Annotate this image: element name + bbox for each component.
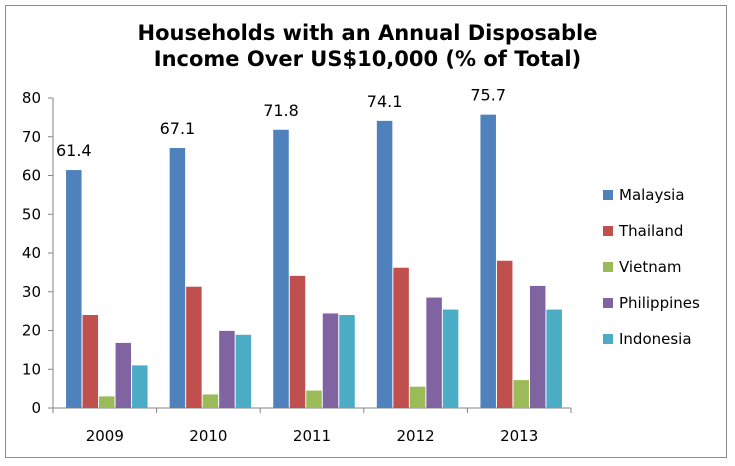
bar-vietnam-2009 — [99, 396, 115, 408]
y-tick-label: 80 — [22, 89, 41, 107]
legend-swatch-vietnam — [603, 262, 613, 272]
data-label-malaysia-2012: 74.1 — [367, 92, 403, 111]
bar-philippines-2013 — [529, 285, 546, 408]
legend-swatch-philippines — [603, 298, 613, 308]
data-label-malaysia-2013: 75.7 — [470, 86, 506, 105]
legend-swatch-malaysia — [603, 190, 613, 200]
bar-thailand-2013 — [496, 260, 513, 408]
bars — [66, 114, 562, 409]
legend-swatch-indonesia — [603, 334, 613, 344]
bar-philippines-2011 — [322, 313, 339, 408]
bar-indonesia-2009 — [132, 365, 148, 408]
bar-malaysia-2009 — [66, 170, 82, 408]
y-tick-label: 10 — [22, 360, 41, 378]
x-tick-label: 2012 — [397, 427, 435, 445]
bar-vietnam-2011 — [306, 390, 322, 408]
data-label-malaysia-2009: 61.4 — [56, 141, 92, 160]
data-label-malaysia-2011: 71.8 — [263, 101, 299, 120]
bar-philippines-2010 — [219, 330, 235, 408]
bar-thailand-2010 — [186, 286, 202, 408]
data-label-malaysia-2010: 67.1 — [160, 119, 196, 138]
chart-title: Households with an Annual Disposable Inc… — [0, 20, 735, 72]
y-tick-label: 70 — [22, 128, 41, 146]
legend-label-philippines: Philippines — [619, 294, 700, 312]
bar-malaysia-2013 — [480, 114, 496, 408]
data-labels: 61.4 67.1 71.8 74.1 75.7 — [56, 86, 506, 160]
bar-indonesia-2013 — [546, 309, 562, 408]
x-axis: 2009 2010 2011 2012 2013 — [52, 407, 572, 445]
y-tick-label: 40 — [22, 244, 41, 262]
x-tick-label: 2009 — [86, 427, 124, 445]
legend-label-malaysia: Malaysia — [619, 186, 685, 204]
x-tick-label: 2010 — [189, 427, 227, 445]
y-tick-label: 30 — [22, 283, 41, 301]
bar-indonesia-2010 — [235, 334, 252, 408]
y-tick-label: 20 — [22, 322, 41, 340]
bar-philippines-2009 — [115, 342, 132, 408]
x-tick-label: 2011 — [293, 427, 331, 445]
bar-malaysia-2012 — [376, 120, 393, 409]
y-tick-label: 50 — [22, 205, 41, 223]
legend: Malaysia Thailand Vietnam Philippines Indone… — [603, 186, 700, 348]
x-tick-label: 2013 — [500, 427, 538, 445]
bar-thailand-2012 — [393, 267, 409, 408]
bar-vietnam-2013 — [513, 380, 529, 408]
legend-label-vietnam: Vietnam — [619, 258, 682, 276]
bar-malaysia-2011 — [273, 129, 289, 408]
y-tick-label: 0 — [31, 399, 41, 417]
legend-swatch-thailand — [603, 226, 613, 236]
bar-indonesia-2012 — [442, 309, 459, 408]
chart-title-line-2: Income Over US$10,000 (% of Total) — [153, 47, 582, 71]
bar-vietnam-2010 — [202, 394, 219, 408]
bar-thailand-2009 — [82, 315, 99, 408]
legend-label-indonesia: Indonesia — [619, 330, 692, 348]
bar-thailand-2011 — [289, 275, 306, 408]
bar-indonesia-2011 — [339, 315, 355, 408]
chart-title-line-1: Households with an Annual Disposable — [137, 21, 598, 45]
legend-label-thailand: Thailand — [618, 222, 683, 240]
y-axis: 0 10 20 30 40 50 60 70 80 — [22, 89, 54, 417]
bar-vietnam-2012 — [409, 386, 426, 408]
bar-philippines-2012 — [426, 297, 442, 408]
y-tick-label: 60 — [22, 167, 41, 185]
bar-malaysia-2010 — [169, 147, 186, 409]
